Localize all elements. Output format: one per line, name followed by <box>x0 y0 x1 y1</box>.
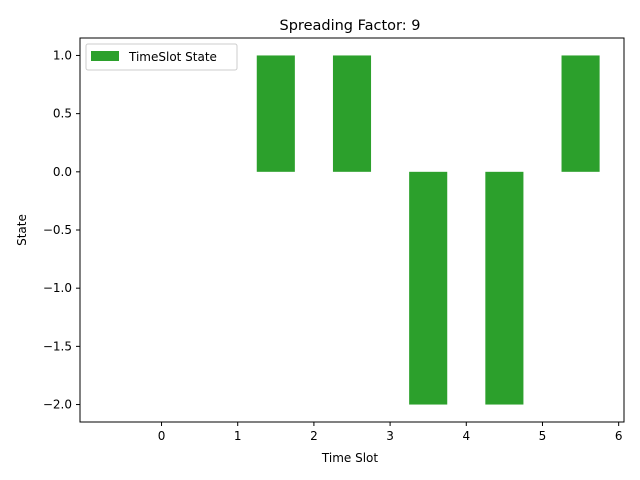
bar-4 <box>485 171 524 405</box>
x-axis-title: Time Slot <box>321 451 378 465</box>
legend-label: TimeSlot State <box>128 50 217 64</box>
x-tick-label: 1 <box>234 429 242 443</box>
legend: TimeSlot State <box>85 43 238 71</box>
x-tick-label: 2 <box>310 429 318 443</box>
x-tick-label: 3 <box>386 429 394 443</box>
x-tick-label: 5 <box>539 429 547 443</box>
y-axis: 1.0 0.5 0.0 −0.5 −1.0 −1.5 −2.0 <box>43 48 80 412</box>
chart-title: Spreading Factor: 9 <box>280 18 421 34</box>
y-tick-label: 0.5 <box>53 107 72 121</box>
y-tick-label: −2.0 <box>43 398 72 412</box>
x-tick-label: 0 <box>158 429 166 443</box>
bar-3 <box>409 171 448 405</box>
bars-group <box>256 55 600 405</box>
y-axis-title: State <box>15 214 29 246</box>
legend-swatch <box>91 51 119 61</box>
y-tick-label: 1.0 <box>53 48 72 62</box>
x-tick-label: 4 <box>462 429 470 443</box>
bar-5 <box>561 55 600 172</box>
y-tick-label: −1.5 <box>43 339 72 353</box>
y-tick-label: −0.5 <box>43 223 72 237</box>
bar-2 <box>332 55 372 172</box>
y-tick-label: −1.0 <box>43 281 72 295</box>
y-tick-label: 0.0 <box>53 165 72 179</box>
x-axis: 0 1 2 3 4 5 6 <box>158 422 623 443</box>
bar-1 <box>256 55 295 172</box>
x-tick-label: 6 <box>615 429 623 443</box>
legend-frame <box>85 43 238 71</box>
